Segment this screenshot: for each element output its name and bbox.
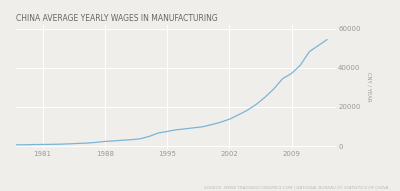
Y-axis label: CNY / YEAR: CNY / YEAR	[367, 72, 372, 102]
Text: CHINA AVERAGE YEARLY WAGES IN MANUFACTURING: CHINA AVERAGE YEARLY WAGES IN MANUFACTUR…	[16, 14, 218, 23]
Text: SOURCE: WWW.TRADINGECONOMICS.COM | NATIONAL BUREAU OF STATISTICS OF CHINA: SOURCE: WWW.TRADINGECONOMICS.COM | NATIO…	[204, 185, 388, 189]
